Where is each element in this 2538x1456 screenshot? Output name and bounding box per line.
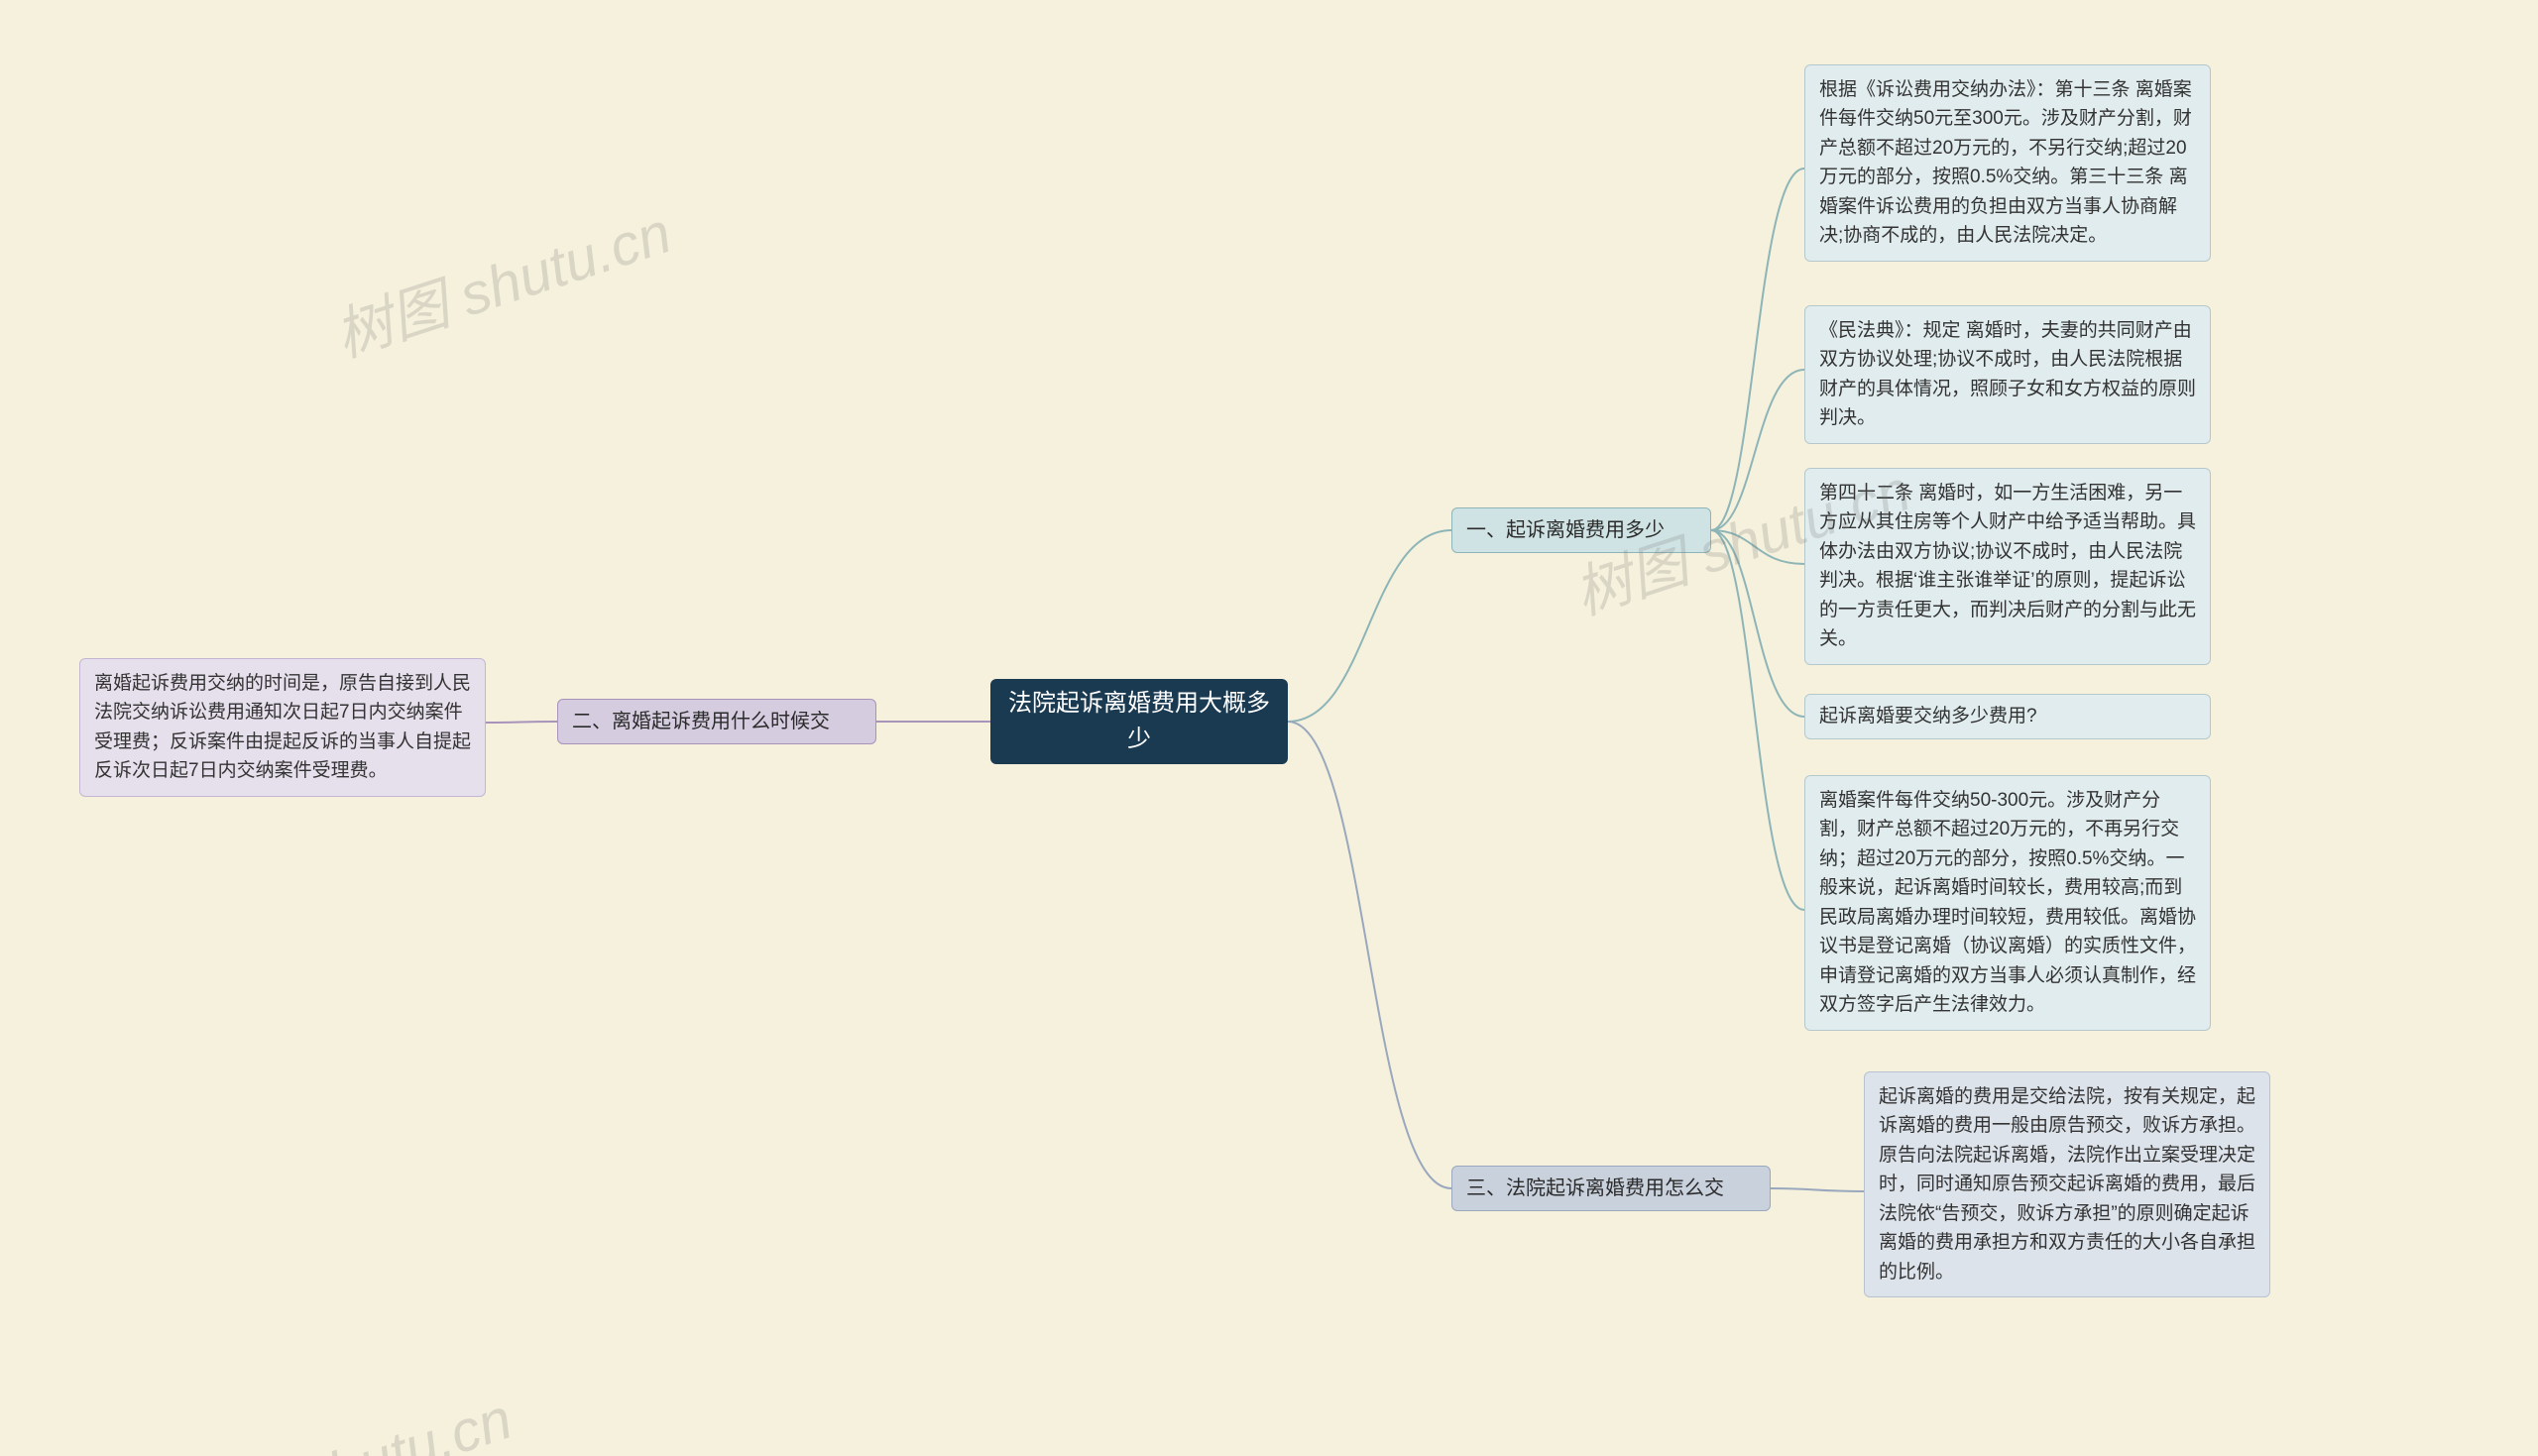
branch-3[interactable]: 三、法院起诉离婚费用怎么交 [1451,1166,1771,1211]
watermark-3: shutu.cn [292,1386,519,1456]
branch-1[interactable]: 一、起诉离婚费用多少 [1451,507,1711,553]
root-node[interactable]: 法院起诉离婚费用大概多少 [990,679,1288,764]
branch-2-leaf-1: 离婚起诉费用交纳的时间是，原告自接到人民法院交纳诉讼费用通知次日起7日内交纳案件… [79,658,486,797]
branch-1-leaf-3: 第四十二条 离婚时，如一方生活困难，另一方应从其住房等个人财产中给予适当帮助。具… [1804,468,2211,665]
branch-3-leaf-1: 起诉离婚的费用是交给法院，按有关规定，起诉离婚的费用一般由原告预交，败诉方承担。… [1864,1071,2270,1297]
watermark-1: 树图 shutu.cn [323,186,680,373]
branch-1-leaf-2: 《民法典》：规定 离婚时，夫妻的共同财产由双方协议处理;协议不成时，由人民法院根… [1804,305,2211,444]
branch-1-leaf-4: 起诉离婚要交纳多少费用? [1804,694,2211,739]
branch-2[interactable]: 二、离婚起诉费用什么时候交 [557,699,876,744]
branch-1-leaf-5: 离婚案件每件交纳50-300元。涉及财产分割，财产总额不超过20万元的，不再另行… [1804,775,2211,1031]
branch-1-leaf-1: 根据《诉讼费用交纳办法》：第十三条 离婚案件每件交纳50元至300元。涉及财产分… [1804,64,2211,262]
